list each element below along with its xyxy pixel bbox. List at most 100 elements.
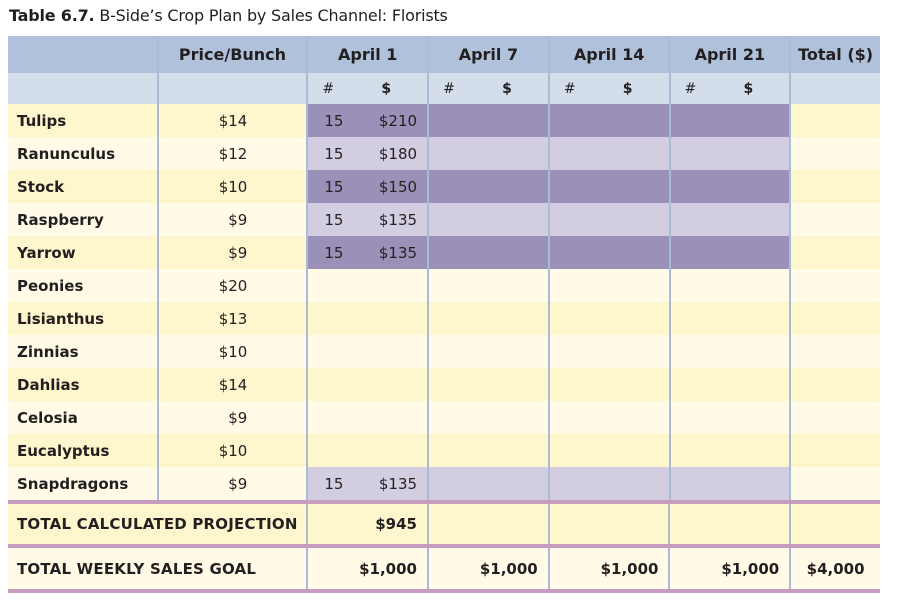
week-3-cell	[547, 137, 669, 170]
price-per-bunch: $9	[156, 401, 307, 434]
table-row: Eucalyptus $10	[8, 434, 880, 467]
subheader-total	[789, 73, 880, 104]
week-1-cell: 15 $210	[306, 104, 428, 137]
crop-name: Zinnias	[17, 342, 79, 361]
header-week-3: April 14	[547, 36, 669, 73]
price-per-bunch: $9	[156, 236, 307, 269]
count-symbol: #	[322, 80, 335, 97]
row-total	[789, 368, 880, 401]
subheader-week-2: # $	[427, 73, 548, 104]
crop-name: Raspberry	[17, 210, 104, 229]
row-total	[789, 401, 880, 434]
week-3-cell	[547, 467, 669, 500]
week-4-cell	[668, 335, 790, 368]
crop-name: Peonies	[17, 276, 84, 295]
table-row: Zinnias $10	[8, 335, 880, 368]
goal-total: $4,000	[789, 548, 880, 589]
week-4-cell	[668, 467, 790, 500]
row-total	[789, 236, 880, 269]
crop-name: Eucalyptus	[17, 441, 110, 460]
week-4-cell	[668, 170, 790, 203]
row-total	[789, 434, 880, 467]
crop-name: Celosia	[17, 408, 78, 427]
dollar-symbol: $	[381, 80, 392, 97]
count-symbol: #	[684, 80, 697, 97]
count-symbol: #	[443, 80, 455, 97]
week-1-cell: 15 $180	[306, 137, 428, 170]
crop-plan-table: Price/Bunch April 1 April 7 April 14 Apr…	[8, 36, 880, 593]
crop-name: Lisianthus	[17, 309, 105, 328]
table-row: Lisianthus $13	[8, 302, 880, 335]
row-total	[789, 302, 880, 335]
total-rule	[8, 589, 880, 593]
price-per-bunch: $10	[156, 170, 307, 203]
week-3-cell	[547, 335, 669, 368]
crop-name: Stock	[17, 177, 65, 196]
header-row: Price/Bunch April 1 April 7 April 14 Apr…	[8, 36, 880, 73]
crop-name: Tulips	[17, 111, 67, 130]
header-week-2: April 7	[427, 36, 548, 73]
table-row: Stock $10 15 $150	[8, 170, 880, 203]
caption-label: Table 6.7.	[9, 6, 95, 25]
subheader-row: # $ # $ # $ # $	[8, 73, 880, 104]
dollar-symbol: $	[743, 80, 754, 97]
week-4-cell	[668, 236, 790, 269]
dollar-amount: $135	[378, 210, 418, 229]
price-per-bunch: $9	[156, 203, 307, 236]
week-2-cell	[427, 269, 548, 302]
table-row: Dahlias $14	[8, 368, 880, 401]
table-row: Ranunculus $12 15 $180	[8, 137, 880, 170]
week-1-cell: 15 $135	[306, 236, 428, 269]
week-3-cell	[547, 368, 669, 401]
week-4-cell	[668, 104, 790, 137]
week-3-cell	[547, 203, 669, 236]
week-1-cell	[306, 302, 427, 335]
week-1-cell: 15 $135	[306, 203, 428, 236]
header-week-1: April 1	[306, 36, 427, 73]
row-total	[789, 170, 880, 203]
goal-week-3: $1,000	[547, 548, 669, 589]
price-per-bunch: $9	[156, 467, 307, 500]
week-1-cell: 15 $150	[306, 170, 428, 203]
price-per-bunch: $13	[156, 302, 307, 335]
subheader-week-1: # $	[306, 73, 427, 104]
goal-label: TOTAL WEEKLY SALES GOAL	[17, 559, 257, 578]
goal-week-1: $1,000	[306, 548, 427, 589]
week-3-cell	[547, 302, 669, 335]
week-2-cell	[427, 170, 548, 203]
week-1-cell	[306, 368, 427, 401]
price-per-bunch: $10	[156, 335, 307, 368]
row-total	[789, 467, 880, 500]
week-2-cell	[427, 104, 548, 137]
subheader-name	[8, 73, 157, 104]
dollar-symbol: $	[622, 80, 633, 97]
dollar-symbol: $	[502, 80, 512, 97]
projection-week-1: $945	[306, 504, 427, 544]
total-rule	[8, 544, 880, 548]
subheader-week-3: # $	[547, 73, 669, 104]
bunch-count: 15	[324, 474, 344, 493]
bunch-count: 15	[324, 177, 344, 196]
bunch-count: 15	[324, 210, 344, 229]
week-4-cell	[668, 401, 790, 434]
table-row: Snapdragons $9 15 $135	[8, 467, 880, 500]
row-total	[789, 104, 880, 137]
week-4-cell	[668, 302, 790, 335]
crop-name: Yarrow	[17, 243, 76, 262]
week-4-cell	[668, 203, 790, 236]
table-row: Raspberry $9 15 $135	[8, 203, 880, 236]
week-2-cell	[427, 368, 548, 401]
dollar-amount: $210	[378, 111, 418, 130]
subheader-price	[156, 73, 307, 104]
week-3-cell	[547, 104, 669, 137]
dollar-amount: $180	[378, 144, 418, 163]
price-per-bunch: $20	[156, 269, 307, 302]
row-total	[789, 137, 880, 170]
week-2-cell	[427, 236, 548, 269]
week-3-cell	[547, 269, 669, 302]
projection-week-4	[668, 504, 789, 544]
projection-week-2	[426, 504, 548, 544]
week-2-cell	[427, 467, 548, 500]
week-4-cell	[668, 368, 790, 401]
week-2-cell	[427, 302, 548, 335]
